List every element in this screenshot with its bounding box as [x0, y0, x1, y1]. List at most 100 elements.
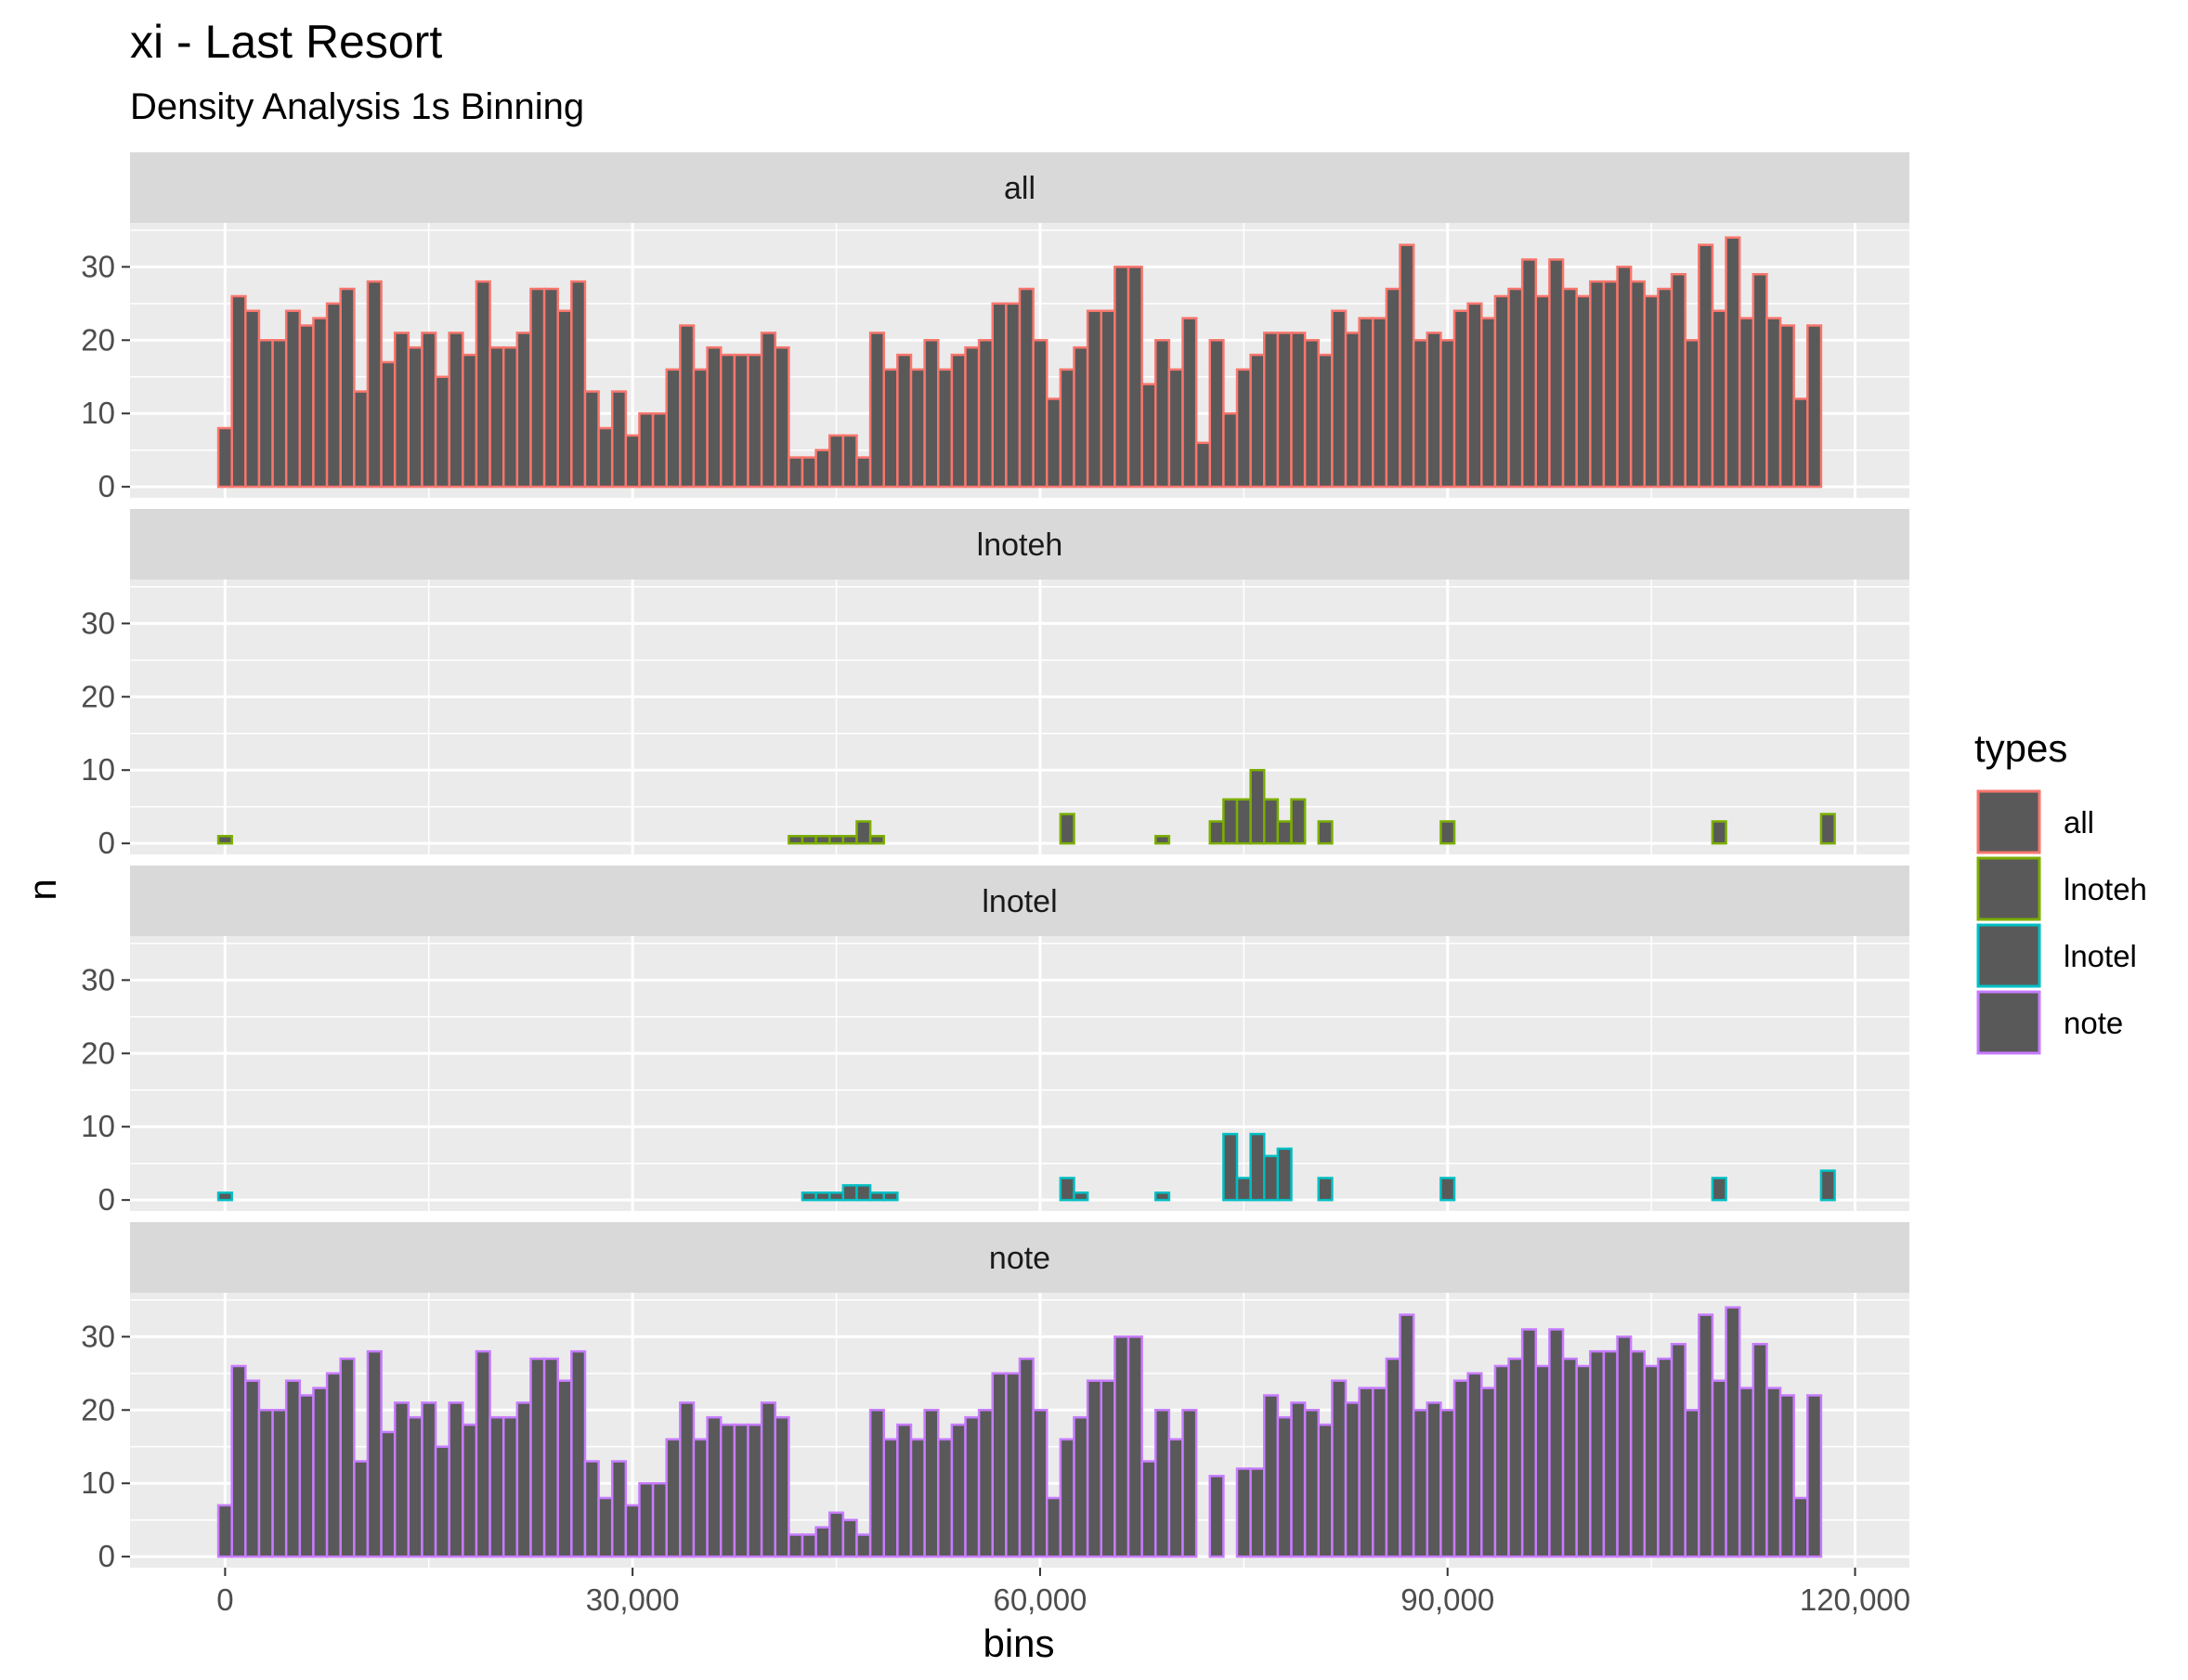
- histogram-bar: [1372, 1387, 1388, 1558]
- histogram-bar: [964, 345, 981, 488]
- histogram-bar: [638, 411, 655, 488]
- histogram-bar: [1792, 397, 1809, 488]
- histogram-bar: [1507, 1357, 1524, 1558]
- histogram-bar: [1059, 813, 1075, 845]
- histogram-bar: [1073, 1192, 1089, 1202]
- histogram-bar: [692, 368, 709, 488]
- histogram-bar: [1208, 820, 1225, 845]
- facet-strip-label: note: [989, 1241, 1050, 1276]
- facet-strip-label: lnoteh: [977, 527, 1063, 563]
- histogram-bar: [719, 1423, 736, 1558]
- histogram-bar: [923, 1409, 940, 1558]
- histogram-bar: [1575, 1364, 1592, 1558]
- histogram-bar: [1806, 324, 1823, 488]
- histogram-bar: [610, 1460, 628, 1558]
- chart-subtitle: Density Analysis 1s Binning: [130, 86, 584, 127]
- y-tick-label: 20: [81, 1392, 115, 1426]
- histogram-bar: [1439, 1409, 1456, 1558]
- histogram-bar: [814, 449, 831, 488]
- histogram-bar: [706, 1415, 723, 1558]
- histogram-bar: [421, 1401, 437, 1558]
- histogram-bar: [1466, 302, 1483, 488]
- histogram-bar: [298, 324, 315, 488]
- histogram-bar: [788, 1533, 804, 1558]
- histogram-bar: [1235, 368, 1252, 488]
- histogram-bar: [1657, 287, 1674, 488]
- histogram-bar: [1520, 1328, 1538, 1558]
- histogram-bar: [1276, 332, 1293, 488]
- histogram-bar: [216, 1192, 233, 1202]
- histogram-bar: [679, 1401, 696, 1558]
- histogram-bar: [366, 280, 383, 488]
- histogram-bar: [1249, 1132, 1266, 1202]
- histogram-bar: [501, 345, 519, 488]
- histogram-bar: [475, 280, 491, 488]
- histogram-bar: [1819, 1169, 1836, 1202]
- histogram-bar: [1059, 368, 1075, 488]
- histogram-bar: [1725, 236, 1741, 488]
- histogram-bar: [801, 1533, 817, 1558]
- facet-panel-lnoteh: lnoteh 0 10 20 30: [81, 509, 1909, 860]
- histogram-bar: [583, 390, 600, 488]
- facet-panel-all: all 0 10 20 30: [81, 152, 1909, 503]
- histogram-bar: [1684, 339, 1700, 488]
- histogram-bar: [1046, 397, 1062, 488]
- histogram-bar: [1276, 1415, 1293, 1558]
- histogram-bar: [1507, 287, 1524, 488]
- histogram-bar: [1629, 1349, 1647, 1558]
- histogram-bar: [1235, 1467, 1252, 1558]
- histogram-bar: [1616, 266, 1633, 488]
- histogram-bar: [1005, 1372, 1022, 1558]
- facet-strip-label: lnotel: [982, 884, 1057, 919]
- histogram-bar: [1698, 243, 1714, 488]
- histogram-bar: [1602, 280, 1619, 488]
- histogram-bar: [1385, 287, 1401, 488]
- histogram-bar: [1589, 1349, 1606, 1558]
- histogram-bar: [556, 1379, 573, 1558]
- histogram-bar: [1018, 1357, 1035, 1558]
- x-tick-label: 0: [216, 1582, 233, 1617]
- histogram-bar: [1073, 345, 1089, 488]
- histogram-bar: [393, 1401, 410, 1558]
- legend-key: [1976, 923, 2041, 988]
- histogram-bar: [1290, 332, 1307, 488]
- legend-item-note: note: [1976, 990, 2123, 1055]
- y-axis-title: n: [20, 879, 64, 900]
- histogram-bar: [501, 1415, 519, 1558]
- histogram-bar: [1534, 294, 1551, 488]
- histogram-bar: [312, 1387, 329, 1558]
- histogram-bar: [353, 390, 370, 488]
- y-tick-label: 20: [81, 322, 115, 357]
- histogram-bar: [1276, 1147, 1293, 1202]
- histogram-bar: [1167, 1438, 1184, 1558]
- histogram-bar: [624, 434, 641, 488]
- histogram-bar: [298, 1394, 315, 1558]
- histogram-bar: [380, 360, 397, 488]
- histogram-bar: [1235, 798, 1252, 845]
- histogram-bar: [1765, 1387, 1782, 1558]
- histogram-bar: [1263, 1394, 1280, 1558]
- histogram-bar: [936, 1438, 954, 1558]
- histogram-bar: [284, 309, 302, 488]
- x-axis-title: bins: [983, 1621, 1054, 1665]
- histogram-bar: [1399, 243, 1415, 488]
- histogram-bar: [1643, 294, 1660, 488]
- histogram-bar: [380, 1430, 397, 1558]
- histogram-bar: [896, 1423, 913, 1558]
- histogram-bar: [1711, 820, 1727, 845]
- histogram-bar: [638, 1481, 655, 1558]
- histogram-bar: [1086, 309, 1103, 488]
- histogram-bar: [257, 339, 274, 488]
- histogram-bar: [991, 302, 1008, 488]
- y-tick-label: 0: [98, 1539, 115, 1573]
- bars-lnotel: [216, 1132, 1836, 1202]
- y-tick-label: 0: [98, 1182, 115, 1217]
- facet-strip: [130, 152, 1909, 223]
- legend-title: types: [1974, 726, 2067, 770]
- histogram-bar: [1670, 273, 1687, 488]
- histogram-bar: [1235, 1177, 1252, 1202]
- histogram-bar: [1711, 1379, 1727, 1558]
- histogram-bar: [841, 835, 858, 845]
- histogram-bar: [774, 1415, 790, 1558]
- histogram-bar: [1194, 441, 1212, 488]
